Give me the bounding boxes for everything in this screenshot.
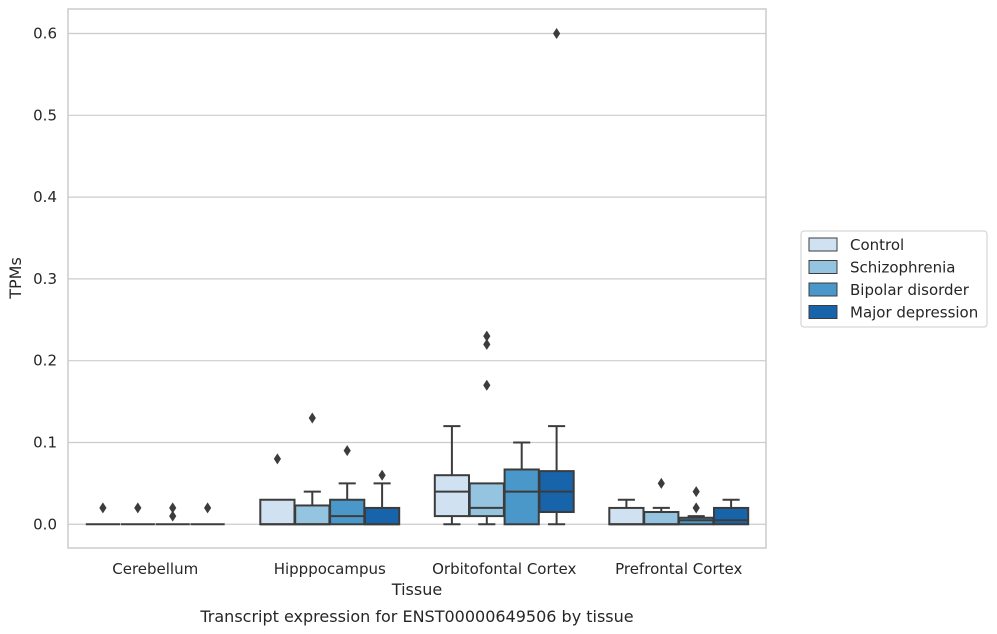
box-bipolar-disorder [678,486,715,526]
outlier-point [134,502,142,514]
box-group-prefrontal-cortex [608,477,750,526]
box-major-depression [363,469,401,526]
box-major-depression [190,502,225,526]
box-body [329,498,366,526]
outlier-point [483,330,491,342]
outlier-point [169,510,177,522]
box-control [85,502,121,526]
outlier-point [553,28,561,40]
y-axis-ticks: 0.0 0.1 0.2 0.3 0.4 0.5 0.6 [33,25,57,534]
box-schizophrenia [294,412,331,526]
plot-frame [67,8,767,549]
x-tick-label: Prefrontal Cortex [615,560,742,578]
legend: Control Schizophrenia Bipolar disorder Majo… [800,230,988,328]
box-body [712,506,750,526]
y-tick-label: 0.6 [33,25,57,43]
legend-label: Bipolar disorder [850,281,970,299]
box-major-depression [538,28,575,526]
box-body [608,506,645,526]
y-tick-label: 0.3 [33,270,57,288]
y-tick-label: 0.4 [33,188,57,206]
box-schizophrenia [120,502,155,526]
outlier-point [204,502,212,514]
box-body [363,506,401,526]
box-bipolar-disorder [329,445,366,526]
x-tick-label: Hipppocampus [274,560,386,578]
outlier-point [99,502,107,514]
x-tick-label: Orbitofontal Cortex [432,560,576,578]
box-group-hipppocampus [259,412,401,526]
legend-swatch [808,305,838,319]
outlier-point [692,502,700,514]
box-body [468,482,505,518]
box-body [433,474,471,518]
legend-swatch [808,282,838,297]
y-tick-label: 0.1 [33,433,57,451]
y-tick-label: 0.5 [33,106,57,124]
legend-swatch [808,237,838,252]
box-major-depression [712,498,750,526]
outlier-point [308,412,316,424]
outlier-point [483,379,491,391]
box-body [643,511,680,526]
outlier-point [657,477,665,489]
outlier-point [273,453,281,465]
box-group-orbitofontal-cortex [433,28,575,526]
y-tick-label: 0.0 [33,515,57,533]
outlier-point [169,502,177,514]
outlier-point [378,469,386,481]
legend-label: Schizophrenia [850,259,955,277]
box-group-cerebellum [85,502,225,526]
legend-label: Major depression [850,304,978,322]
x-axis-label: Tissue [391,580,442,599]
legend-label: Control [850,236,904,254]
chart-caption: Transcript expression for ENST0000064950… [199,607,633,626]
box-bipolar-disorder [155,502,190,526]
box-control [259,453,296,526]
box-body [503,468,540,526]
outlier-point [483,338,491,350]
box-body [259,498,296,526]
x-axis-ticks: Cerebellum Hipppocampus Orbitofontal Corte… [112,560,742,578]
box-schizophrenia [468,330,505,526]
box-schizophrenia [643,477,680,526]
outlier-point [692,486,700,498]
box-bipolar-disorder [503,441,540,526]
box-control [608,498,645,526]
legend-frame [800,230,988,328]
box-body [294,504,331,526]
y-axis-label: TPMs [6,257,25,300]
box-groups [85,28,750,526]
legend-swatch [808,260,838,274]
x-tick-label: Cerebellum [112,560,198,578]
y-tick-label: 0.2 [33,352,57,370]
legend-items: Control Schizophrenia Bipolar disorder Majo… [808,236,978,322]
outlier-point [343,445,351,457]
box-control [433,425,471,526]
gridlines [68,32,766,525]
